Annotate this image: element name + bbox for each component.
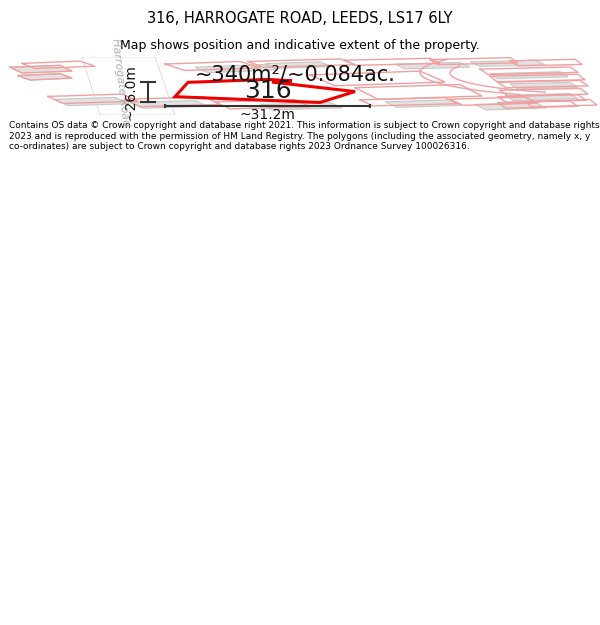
Text: Contains OS data © Crown copyright and database right 2021. This information is : Contains OS data © Crown copyright and d… <box>9 121 599 151</box>
Text: Map shows position and indicative extent of the property.: Map shows position and indicative extent… <box>120 39 480 51</box>
Polygon shape <box>385 100 462 107</box>
Polygon shape <box>10 66 72 73</box>
Polygon shape <box>490 72 568 79</box>
Polygon shape <box>195 64 278 72</box>
Polygon shape <box>265 62 332 68</box>
Polygon shape <box>395 62 470 69</box>
Polygon shape <box>470 60 545 66</box>
Text: Harrogate Road: Harrogate Road <box>110 38 130 127</box>
Polygon shape <box>510 82 578 89</box>
Polygon shape <box>260 102 342 110</box>
Polygon shape <box>130 101 208 108</box>
Polygon shape <box>505 94 578 101</box>
Polygon shape <box>475 102 546 110</box>
Polygon shape <box>18 74 72 80</box>
Text: 316, HARROGATE ROAD, LEEDS, LS17 6LY: 316, HARROGATE ROAD, LEEDS, LS17 6LY <box>147 11 453 26</box>
Polygon shape <box>82 57 175 115</box>
Text: ~340m²/~0.084ac.: ~340m²/~0.084ac. <box>195 65 396 85</box>
Text: ~31.2m: ~31.2m <box>239 109 295 122</box>
Text: 316: 316 <box>244 79 292 103</box>
Polygon shape <box>55 98 128 106</box>
Text: ~26.0m: ~26.0m <box>124 64 138 120</box>
